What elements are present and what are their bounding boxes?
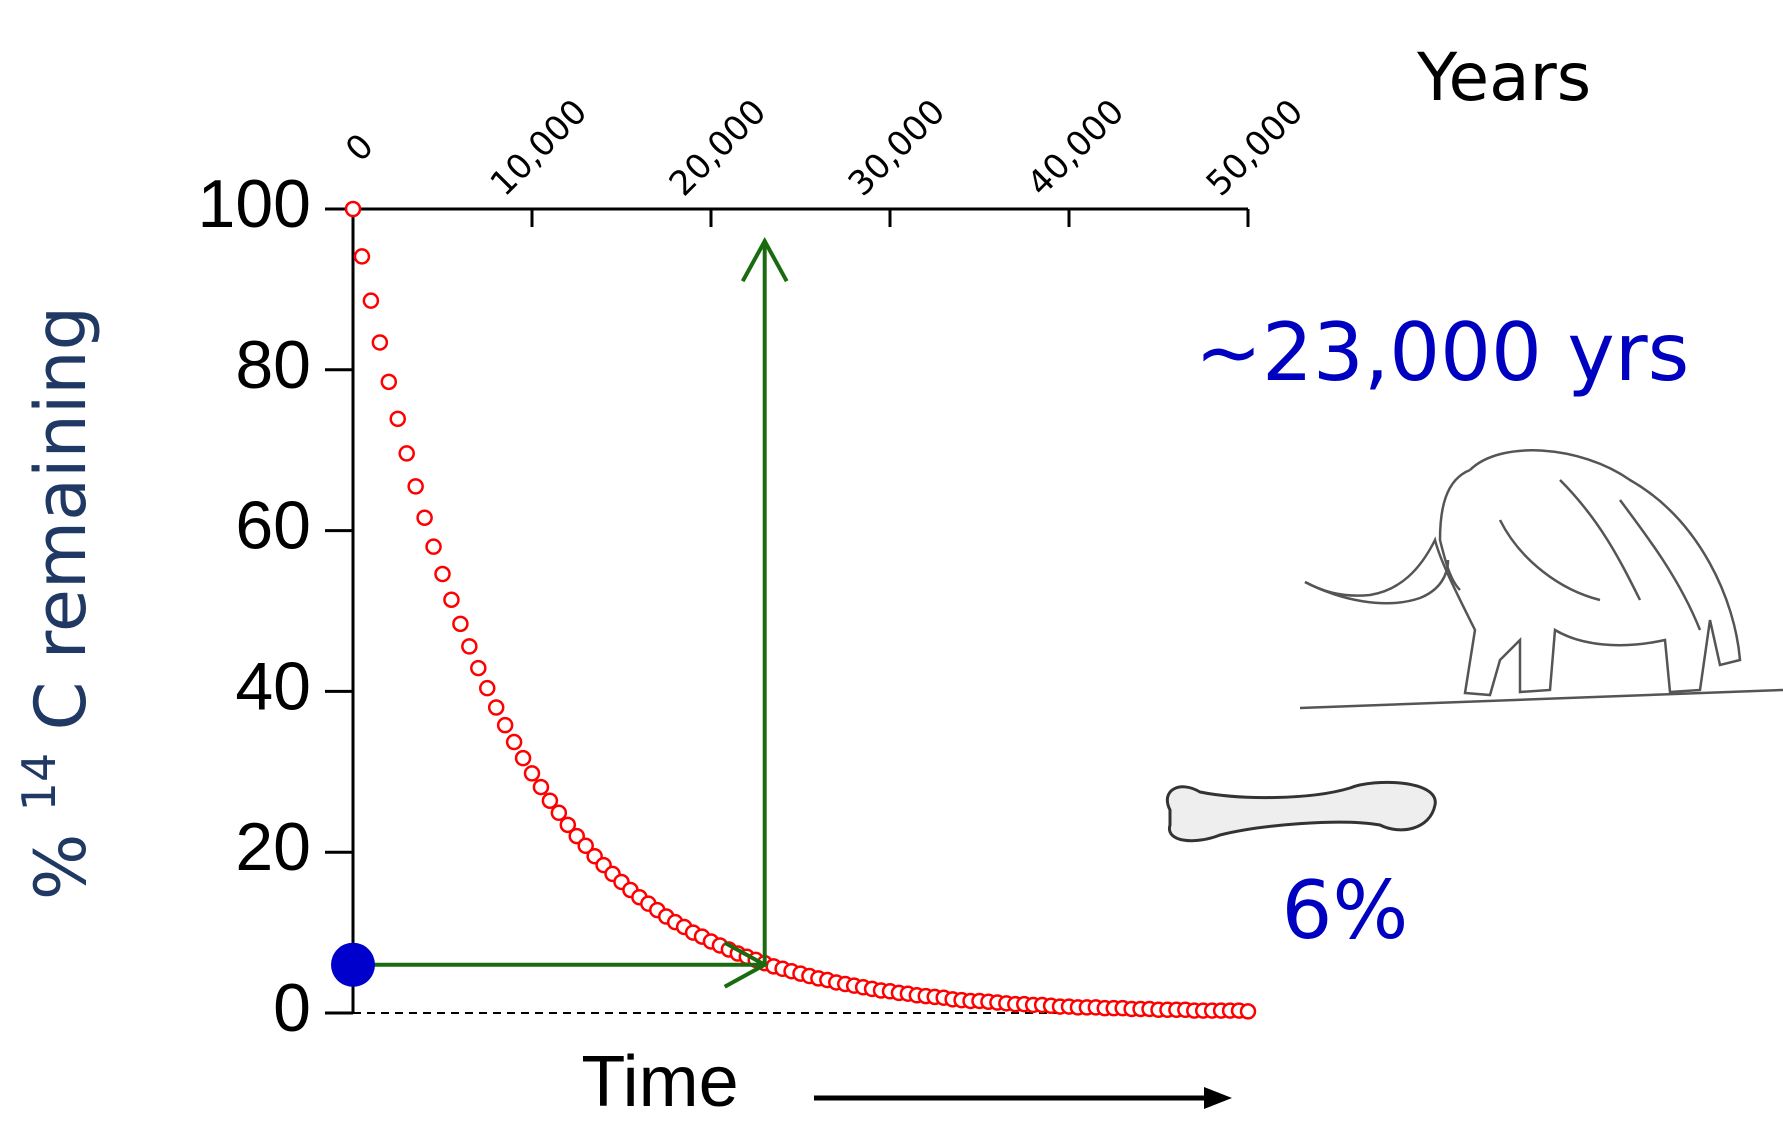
data-point xyxy=(487,699,505,716)
data-point xyxy=(577,837,594,855)
x-tick-label: 40,000 xyxy=(1020,92,1132,204)
data-point xyxy=(505,733,523,751)
percent-annotation: 6% xyxy=(1282,864,1409,957)
x-tick-label: 10,000 xyxy=(483,92,595,204)
marker-dot xyxy=(331,942,375,987)
data-point xyxy=(452,615,469,633)
y-tick-label: 20 xyxy=(235,809,311,885)
data-point xyxy=(470,659,487,677)
data-point xyxy=(371,334,389,351)
x-tick-label: 50,000 xyxy=(1199,92,1311,204)
data-point xyxy=(344,200,362,218)
x-tick-label: 0 xyxy=(338,126,382,170)
data-point xyxy=(541,792,559,809)
y-tick-label: 60 xyxy=(235,488,311,564)
data-point xyxy=(407,478,424,495)
x-axis-title: Years xyxy=(1416,39,1591,116)
y-tick-label: 80 xyxy=(235,327,311,403)
data-point xyxy=(479,679,496,697)
x-tick-label: 30,000 xyxy=(841,92,953,204)
mammoth-illustration xyxy=(1299,449,1783,710)
bone-illustration xyxy=(1165,780,1437,843)
time-label: Time xyxy=(581,1042,738,1122)
y-axis-title: % 14 C remaining xyxy=(0,306,102,900)
age-annotation: ~23,000 yrs xyxy=(1195,306,1689,399)
data-point xyxy=(380,373,398,391)
data-point xyxy=(496,716,514,734)
data-point xyxy=(416,509,433,526)
data-point xyxy=(523,765,541,782)
data-point xyxy=(434,565,451,583)
data-point xyxy=(1239,1003,1257,1020)
data-point xyxy=(532,778,550,796)
data-point xyxy=(425,538,442,555)
y-tick-label: 100 xyxy=(198,166,311,242)
time-arrow xyxy=(814,1087,1232,1109)
data-point xyxy=(514,749,532,767)
data-point xyxy=(362,292,380,309)
data-point xyxy=(461,638,478,655)
data-point xyxy=(443,591,460,608)
y-tick-label: 40 xyxy=(235,648,311,724)
data-point xyxy=(559,816,577,834)
y-tick-label: 0 xyxy=(273,970,311,1046)
data-point xyxy=(398,445,415,462)
data-point xyxy=(353,248,371,265)
data-point xyxy=(550,804,568,822)
x-tick-label: 20,000 xyxy=(662,92,774,204)
data-point xyxy=(389,410,406,428)
y-title-part: % xyxy=(20,834,102,901)
y-title-sup: 14 xyxy=(12,753,66,812)
arrow-head xyxy=(740,237,789,283)
y-title-part: C remaining xyxy=(20,306,102,731)
